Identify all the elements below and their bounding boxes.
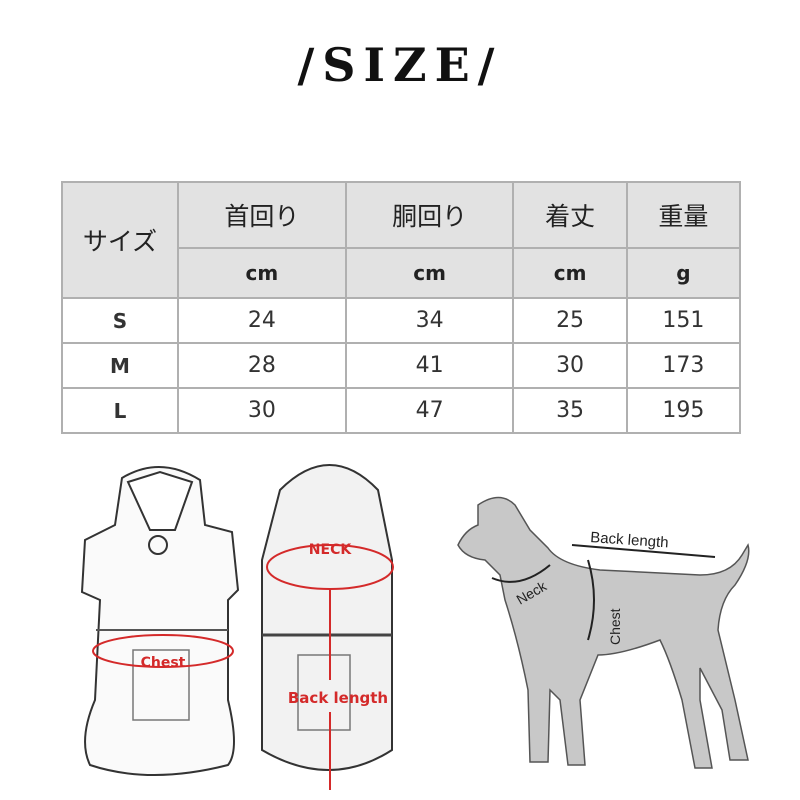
table-cell: 47 [344, 387, 515, 434]
table-cell: 30 [177, 387, 347, 434]
column-header: 重量 [625, 181, 742, 249]
column-header: 首回り [177, 181, 347, 249]
table-cell: 151 [625, 297, 742, 344]
table-row: M 28 41 30 173 [61, 342, 742, 389]
page-title: /SIZE/ [297, 38, 503, 92]
table-cell: 195 [625, 387, 742, 434]
coat-front-illustration [80, 466, 240, 776]
size-header: サイズ [61, 181, 179, 299]
table-cell: 35 [512, 387, 628, 434]
column-unit: cm [177, 247, 347, 299]
table-cell: 24 [177, 297, 347, 344]
column-header: 胴回り [344, 181, 515, 249]
table-cell: 25 [512, 297, 628, 344]
size-label: L [61, 387, 179, 434]
dog-chest-label: Chest [607, 608, 623, 645]
back-neck-label: NECK [309, 542, 353, 558]
table-cell: 173 [625, 342, 742, 389]
dog-back-length-line [571, 544, 716, 558]
table-cell: 34 [344, 297, 515, 344]
dog-neck-arrow [491, 564, 551, 583]
size-label: M [61, 342, 179, 389]
table-cell: 28 [177, 342, 347, 389]
table-cell: 30 [512, 342, 628, 389]
size-label: S [61, 297, 179, 344]
table-row: L 30 47 35 195 [61, 387, 742, 434]
coat-back-illustration [261, 464, 393, 771]
column-unit: g [625, 247, 742, 299]
table-row: S 24 34 25 151 [61, 297, 742, 344]
dog-back-length-label: Back length [590, 529, 669, 551]
front-chest-label: Chest [141, 655, 186, 671]
back-length-label: Back length [288, 689, 388, 707]
dog-chest-arrow [587, 559, 595, 641]
dog-silhouette [457, 496, 750, 769]
neck-measure-ellipse [266, 544, 394, 590]
table-cell: 41 [344, 342, 515, 389]
column-header: 着丈 [512, 181, 628, 249]
chest-measure-ellipse [92, 634, 234, 668]
column-unit: cm [512, 247, 628, 299]
column-unit: cm [344, 247, 515, 299]
size-table: サイズ 首回り 胴回り 着丈 重量 cm cm cm g S 24 34 25 … [61, 181, 742, 434]
